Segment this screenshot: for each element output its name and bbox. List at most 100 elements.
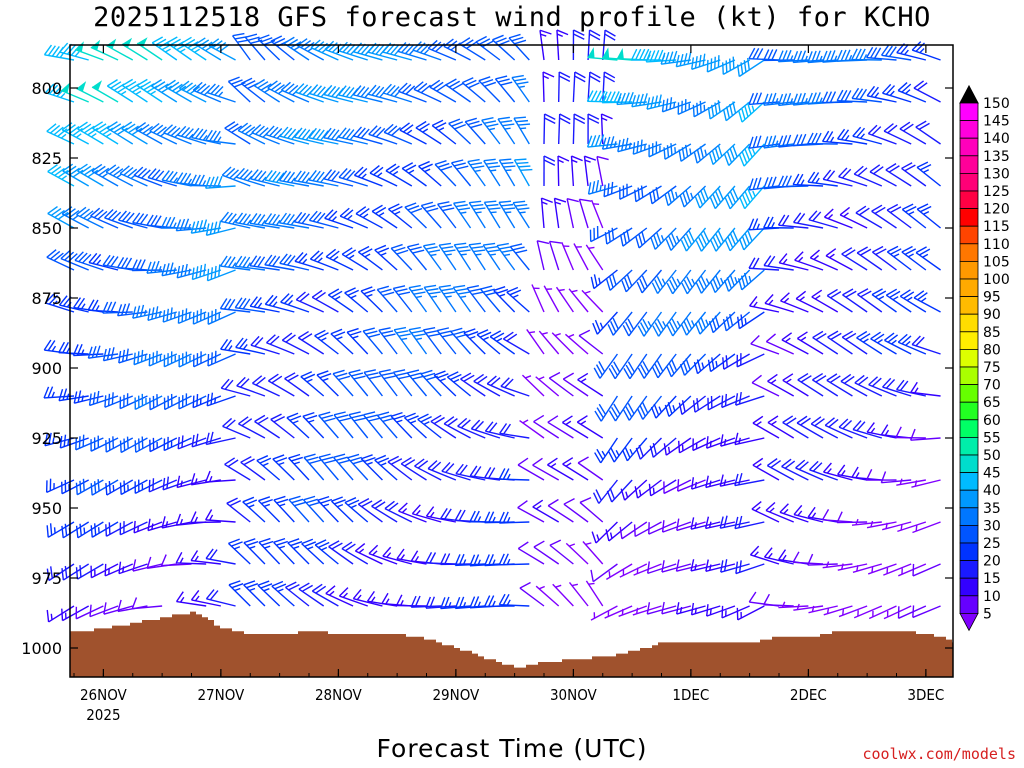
wind-barb xyxy=(295,291,324,313)
wind-barb xyxy=(719,515,750,529)
wind-barb xyxy=(303,495,325,523)
wind-barb xyxy=(332,453,354,481)
wind-barb xyxy=(149,437,178,453)
wind-barb xyxy=(376,411,398,439)
wind-barb xyxy=(778,253,809,271)
wind-barb xyxy=(160,554,192,567)
wind-barb xyxy=(77,121,104,145)
y-tick-label: 925 xyxy=(31,429,62,448)
wind-barb xyxy=(422,326,442,355)
wind-barb xyxy=(565,542,589,565)
wind-barb xyxy=(117,210,148,229)
wind-barb xyxy=(88,252,119,271)
wind-barb xyxy=(74,251,104,271)
wind-barb xyxy=(794,251,824,271)
wind-barb xyxy=(645,49,677,63)
wind-barb xyxy=(264,169,295,187)
wind-barb xyxy=(192,81,222,103)
wind-barb xyxy=(600,113,613,145)
wind-barb xyxy=(206,264,236,282)
wind-barb xyxy=(494,75,516,103)
wind-barb xyxy=(369,165,398,187)
wind-barb xyxy=(486,375,515,397)
wind-barb xyxy=(431,119,457,145)
wind-barb xyxy=(661,601,692,615)
wind-barb xyxy=(853,165,883,187)
wind-barb xyxy=(549,539,574,565)
colorbar-swatch xyxy=(959,155,979,174)
wind-barbs xyxy=(43,29,942,623)
wind-barb xyxy=(542,71,555,103)
wind-barb xyxy=(408,284,428,313)
wind-barb xyxy=(205,129,236,145)
wind-barb xyxy=(294,252,324,271)
wind-barb xyxy=(480,285,501,313)
wind-barb xyxy=(723,143,751,167)
wind-barb xyxy=(102,301,133,314)
colorbar-min-arrow xyxy=(959,613,979,632)
colorbar-label: 105 xyxy=(983,254,1010,270)
wind-barb xyxy=(278,170,310,187)
wind-barb xyxy=(468,242,486,271)
x-axis: 26NOV 27NOV 28NOV 29NOV 30NOV 1DEC 2DEC 3DEC 202… xyxy=(73,45,944,724)
wind-barb xyxy=(328,540,354,565)
wind-barb xyxy=(868,376,897,397)
colorbar-label: 150 xyxy=(983,96,1010,112)
wind-barb xyxy=(590,199,604,229)
colorbar-label: 25 xyxy=(983,536,1001,552)
wind-barb xyxy=(249,255,280,271)
wind-barb xyxy=(591,521,618,544)
y-tick-label: 975 xyxy=(31,569,62,588)
colorbar-swatch xyxy=(959,102,979,122)
wind-barb xyxy=(461,77,486,103)
colorbar-swatch xyxy=(959,331,979,350)
wind-barb xyxy=(750,334,780,355)
colorbar-swatch xyxy=(959,296,979,315)
wind-barb xyxy=(288,453,310,481)
wind-barb xyxy=(885,288,912,313)
wind-barb xyxy=(553,197,567,229)
wind-barb xyxy=(219,298,251,313)
wind-barb xyxy=(311,583,339,607)
wind-barb xyxy=(502,331,530,355)
colorbar-label: 20 xyxy=(983,554,1001,570)
credit-link[interactable]: coolwx.com/models xyxy=(862,745,1016,763)
wind-barb xyxy=(570,155,583,187)
wind-barb xyxy=(44,432,75,447)
wind-barb xyxy=(403,412,427,439)
wind-barb xyxy=(266,334,295,355)
wind-barb xyxy=(346,327,369,355)
wind-barb xyxy=(748,257,780,271)
wind-barb xyxy=(838,167,868,187)
wind-barb xyxy=(608,395,633,422)
wind-barb xyxy=(498,553,530,566)
colorbar-label: 85 xyxy=(983,325,1001,341)
wind-barb xyxy=(368,544,398,565)
wind-barb xyxy=(594,395,619,422)
wind-barb xyxy=(826,288,853,313)
wind-barb xyxy=(163,393,192,411)
wind-barb xyxy=(631,93,662,108)
wind-barb xyxy=(193,351,222,368)
wind-barb xyxy=(649,185,677,205)
colorbar-label: 100 xyxy=(983,272,1010,288)
wind-barb xyxy=(308,127,339,145)
wind-barb xyxy=(206,392,236,407)
wind-barb xyxy=(797,372,824,397)
wind-barb xyxy=(838,605,868,618)
wind-barb xyxy=(564,333,589,355)
wind-barb xyxy=(293,211,324,229)
wind-barb xyxy=(751,501,780,523)
wind-barb xyxy=(852,420,883,439)
wind-barb xyxy=(226,497,251,523)
wind-barb xyxy=(417,413,442,439)
wind-barb xyxy=(146,260,177,274)
wind-barb xyxy=(865,46,897,61)
wind-barb xyxy=(497,116,516,145)
wind-barb xyxy=(578,198,592,229)
wind-barb xyxy=(886,245,912,271)
wind-barb xyxy=(352,85,383,103)
colorbar-label: 75 xyxy=(983,360,1001,376)
wind-barb xyxy=(660,50,691,65)
wind-barb xyxy=(592,311,618,335)
